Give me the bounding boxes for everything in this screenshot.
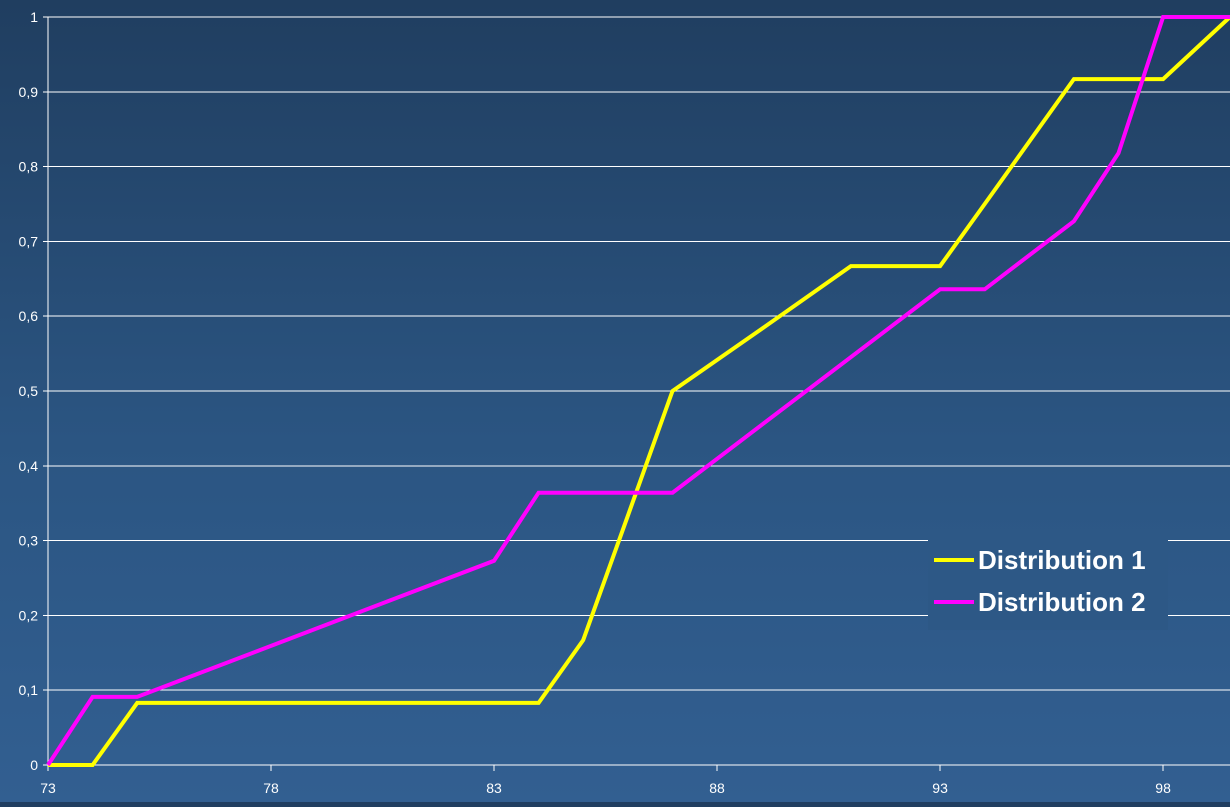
y-tick-label: 0,2 [19,607,39,623]
y-tick-label: 0,6 [19,308,39,324]
y-tick-label: 0,8 [19,159,39,175]
y-tick-label: 0,3 [19,533,39,549]
x-tick-label: 93 [932,780,948,796]
x-tick-label: 83 [486,780,502,796]
series-lines [46,15,1230,767]
legend-box [928,538,1168,630]
x-tick-label: 73 [40,780,56,796]
y-tick-label: 1 [30,9,38,25]
y-tick-label: 0,1 [19,682,39,698]
x-tick-label: 78 [263,780,279,796]
x-tick-label: 88 [709,780,725,796]
legend: Distribution 1 Distribution 2 [928,538,1168,630]
y-tick-label: 0,9 [19,84,39,100]
y-tick-label: 0,7 [19,233,39,249]
series-line [48,15,1230,767]
series-line [46,15,1230,767]
y-tick-label: 0,4 [19,458,39,474]
axes: 0 0,1 0,2 0,3 0,4 0,5 0,6 0,7 0,8 0,9 1 73 78 83 88 93 9… [19,9,1172,796]
x-tick-label: 98 [1155,780,1171,796]
y-tick-label: 0,5 [19,383,39,399]
legend-label: Distribution 1 [978,545,1146,575]
y-tick-label: 0 [30,757,38,773]
legend-label: Distribution 2 [978,587,1146,617]
gridlines [48,16,1230,766]
